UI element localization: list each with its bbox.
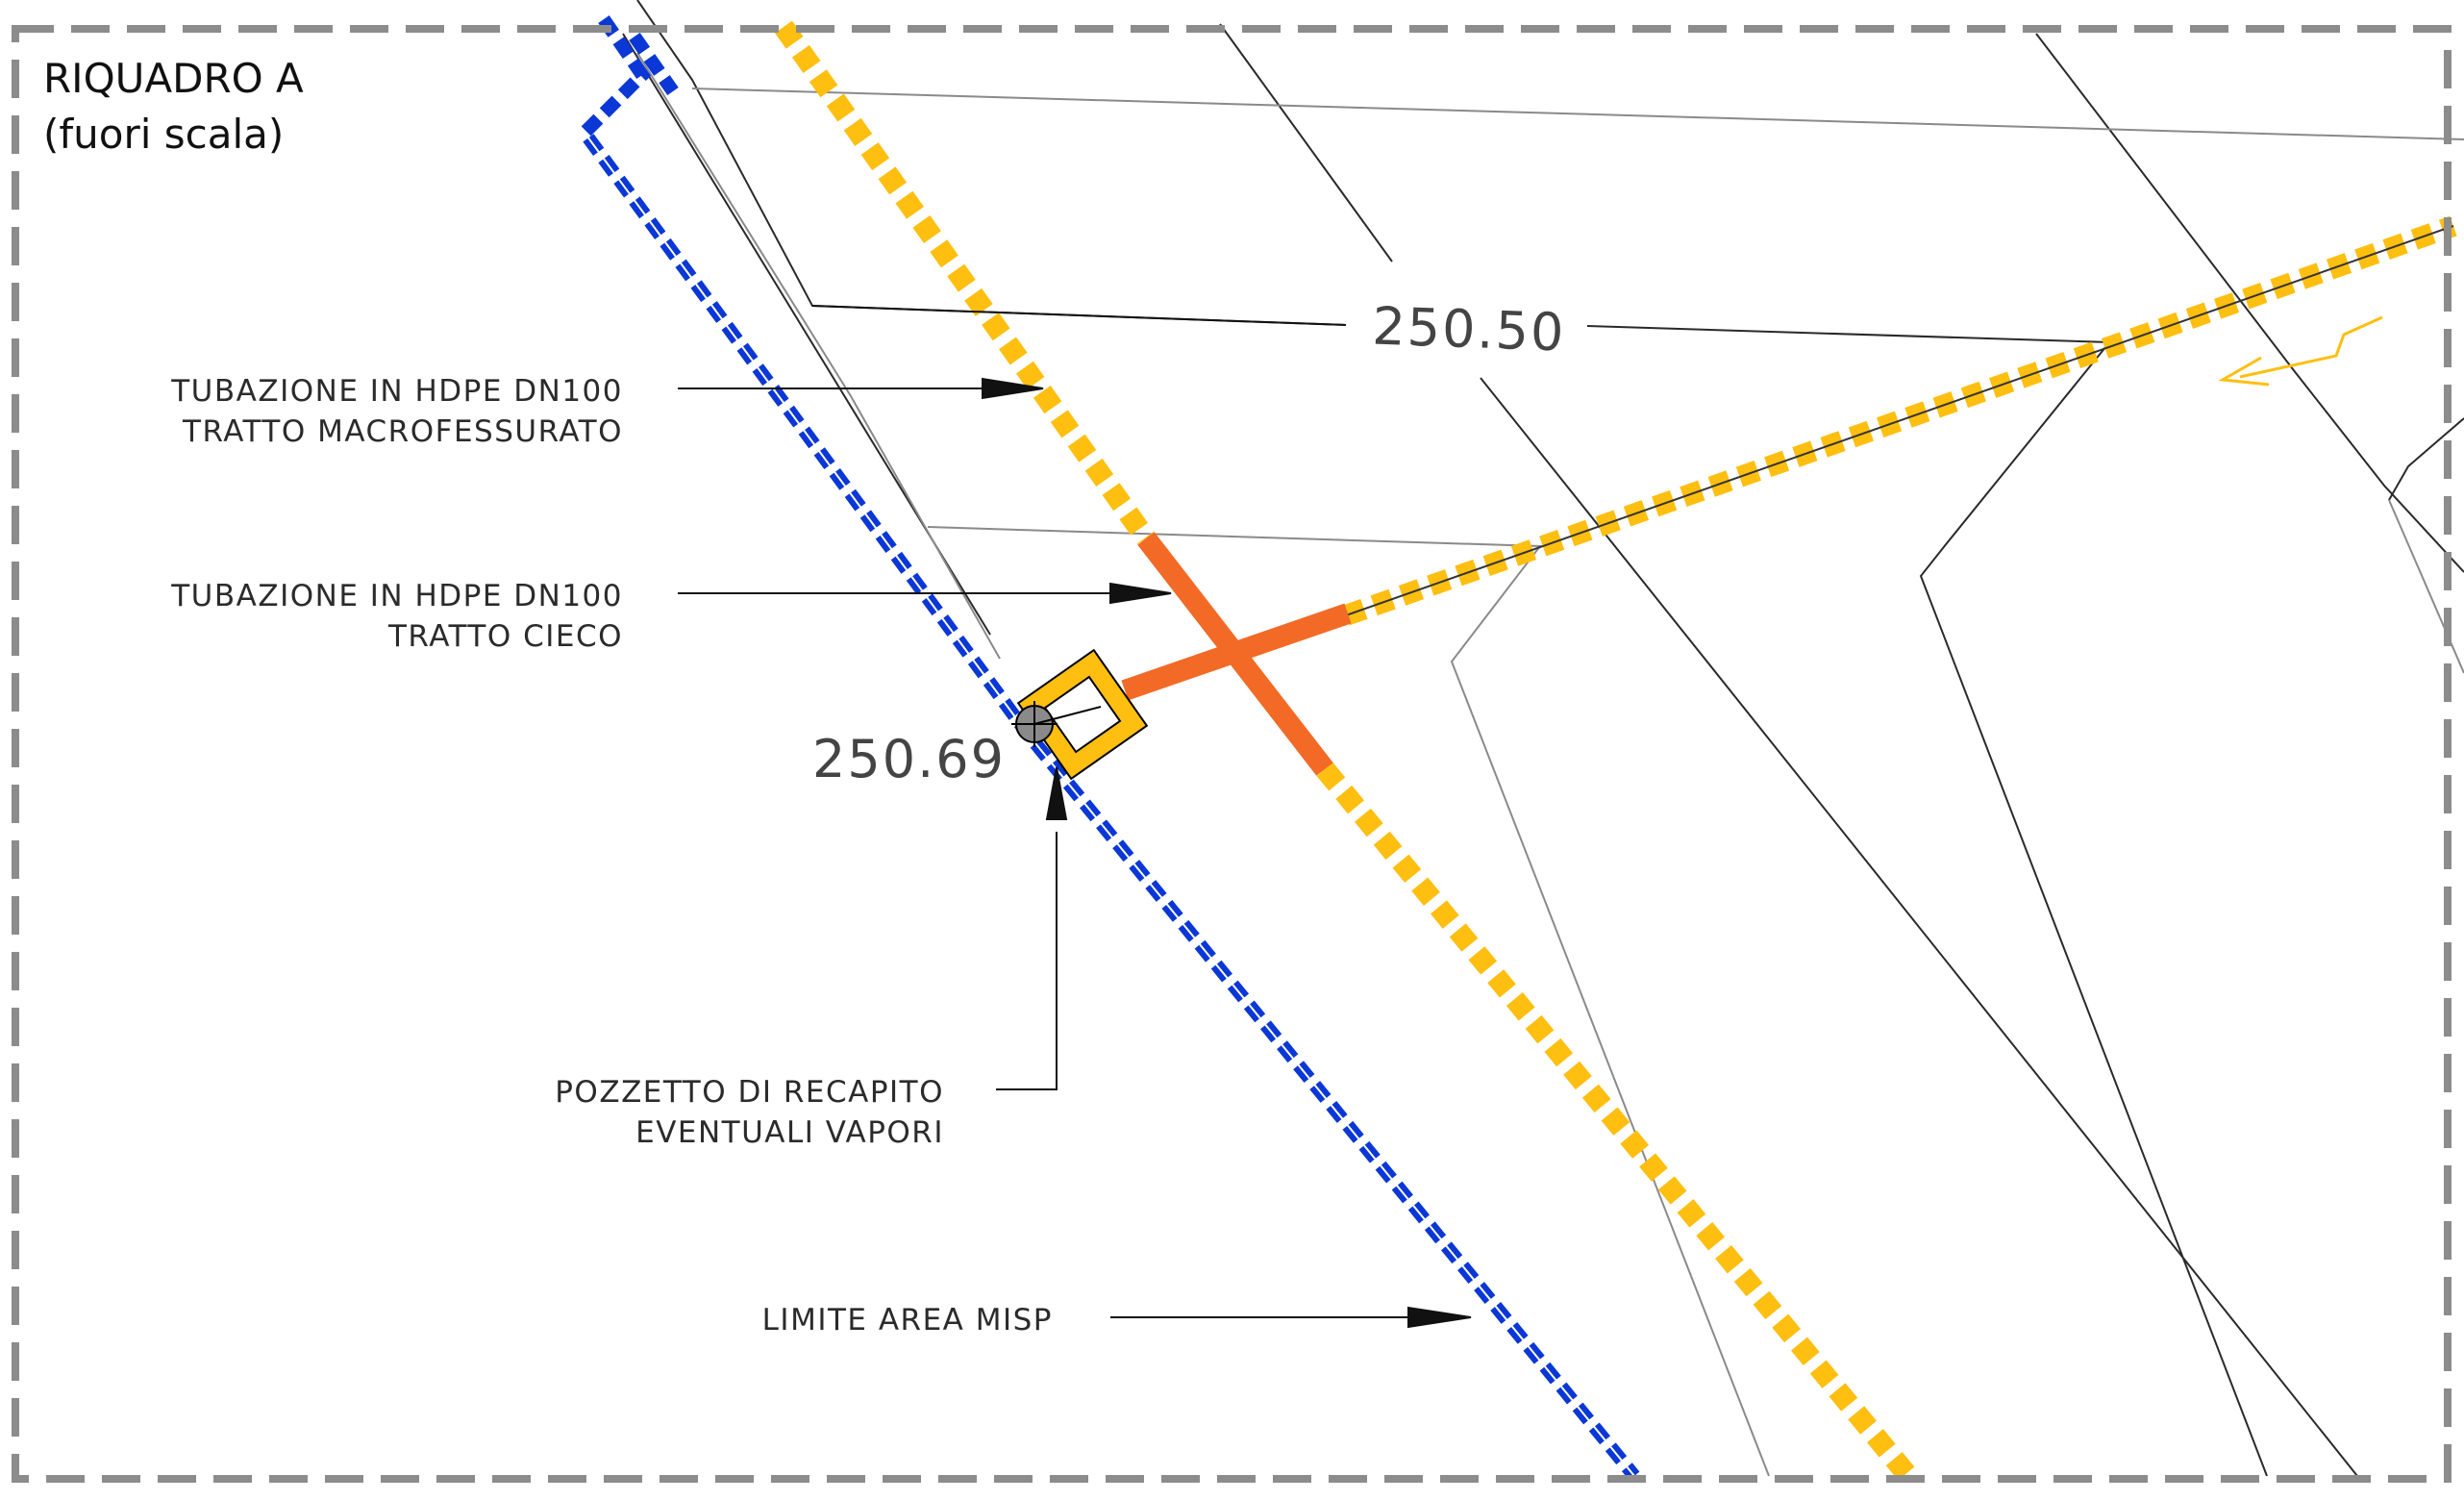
leader-arrowhead (1407, 1306, 1472, 1329)
pipe-perforated-segment (1316, 762, 1917, 1484)
contour-line (1919, 340, 2268, 1477)
contour-line (2388, 499, 2464, 674)
leader-arrowhead (1109, 582, 1172, 605)
terrain-lines-light (636, 52, 2464, 1477)
leader-line (996, 832, 1058, 1090)
leader-arrowhead (1045, 766, 1068, 820)
contour-line (2388, 417, 2464, 501)
pipe-perforated-centerline (1345, 225, 2454, 616)
contour-line (636, 0, 1347, 326)
pipe-blind (1121, 532, 1352, 776)
manhole-elevation-label: 250.69 (812, 729, 1006, 789)
frame-subtitle: (fuori scala) (43, 111, 284, 158)
label-manhole-line2: EVENTUALI VAPORI (635, 1115, 944, 1150)
label-manhole-line1: POZZETTO DI RECAPITO (555, 1075, 944, 1110)
lightning-arrow-icon (2218, 315, 2383, 387)
crosshair-point-icon (1011, 701, 1102, 747)
boundary-line (629, 32, 679, 96)
contour-line (1586, 325, 2111, 343)
leaders (678, 305, 1472, 1329)
contour-line (691, 88, 2464, 140)
frame-border (12, 25, 2452, 1483)
label-pipe-blind-line1: TUBAZIONE IN HDPE DN100 (170, 579, 623, 613)
contour-line (636, 52, 1001, 660)
leader-arrowhead (982, 377, 1044, 400)
contour-elevation-label: 250.50 (1371, 296, 1566, 363)
contour-line (1480, 377, 2358, 1477)
manhole-inner (1043, 675, 1122, 754)
label-pipe-perforated-line1: TUBAZIONE IN HDPE DN100 (170, 374, 623, 409)
manhole (1016, 648, 1149, 781)
label-boundary: LIMITE AREA MISP (762, 1303, 1053, 1338)
frame-title: RIQUADRO A (43, 55, 304, 102)
leader-line (811, 305, 1347, 326)
pipe-blind-segment (1121, 603, 1352, 701)
contour-line (1219, 23, 1393, 262)
pipe-perforated-segment (775, 20, 1155, 545)
label-pipe-perforated-line2: TRATTO MACROFESSURATO (182, 414, 623, 449)
contour-label-mask (1351, 284, 1583, 361)
label-pipe-blind-line2: TRATTO CIECO (387, 619, 623, 654)
contour-line (927, 526, 1770, 1477)
pipe-centerline (1345, 225, 2454, 616)
contour-line (2035, 33, 2464, 573)
